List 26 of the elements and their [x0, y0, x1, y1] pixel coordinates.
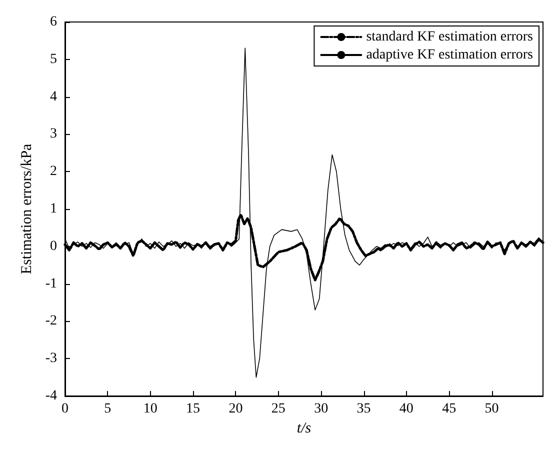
x-tick-label: 10 [143, 402, 158, 416]
x-tick-label: 25 [271, 402, 286, 416]
y-tick-label: 3 [50, 126, 57, 142]
x-tick-label: 0 [62, 402, 68, 416]
y-tick-label: 0 [50, 238, 57, 254]
legend-label: standard KF estimation errors [366, 30, 533, 44]
y-tick-label: -3 [45, 351, 57, 366]
x-tick-label: 35 [356, 402, 371, 416]
x-tick-label: 5 [104, 402, 112, 416]
x-tick-label: 50 [484, 402, 499, 416]
y-tick-label: -2 [45, 314, 57, 329]
y-tick-label: 1 [50, 202, 57, 216]
x-tick-label: 15 [186, 402, 200, 416]
x-tick-label: 20 [228, 402, 243, 416]
x-tick-label: 45 [442, 402, 456, 416]
y-tick-label: 6 [50, 14, 57, 30]
x-tick-label: 30 [314, 402, 328, 416]
y-tick-label: 4 [50, 89, 57, 104]
y-tick-label: 5 [50, 52, 57, 67]
x-tick-label: 40 [399, 402, 414, 416]
x-axis-title: t/s [296, 420, 312, 436]
y-tick-label: -4 [45, 388, 57, 404]
y-tick-label: 2 [50, 164, 57, 180]
legend-label: adaptive KF estimation errors [366, 48, 533, 62]
y-tick-label: -1 [45, 276, 57, 292]
y-axis-title: Estimation errors/kPa [18, 143, 35, 274]
